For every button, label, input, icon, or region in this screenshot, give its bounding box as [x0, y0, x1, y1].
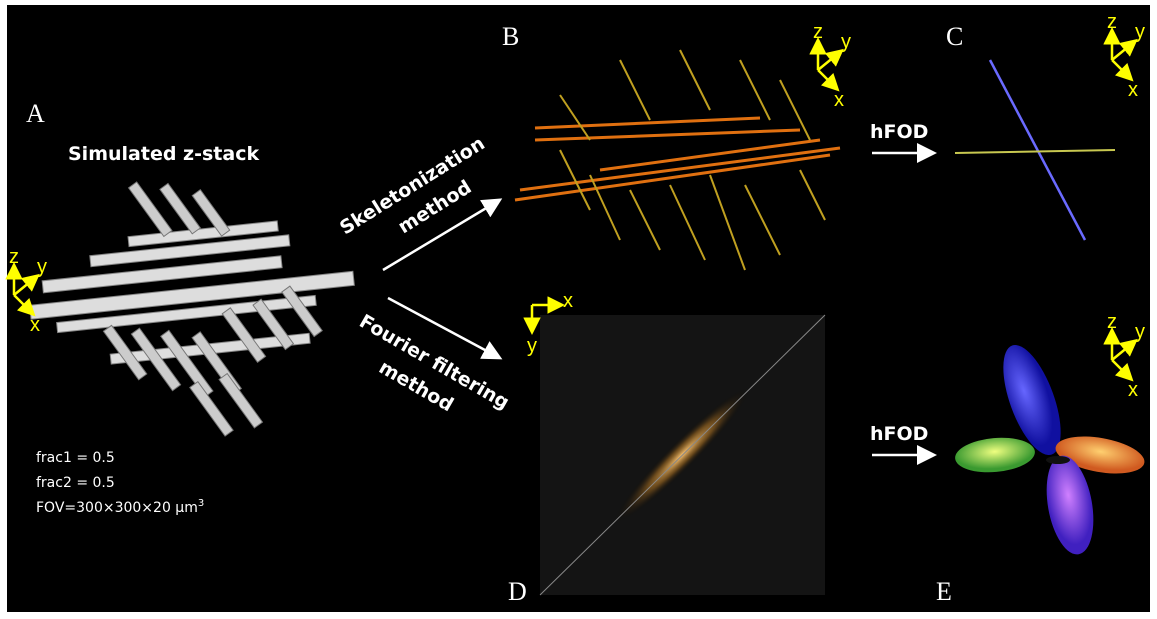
panel-label: C — [946, 22, 963, 51]
axis-label: z — [1107, 11, 1117, 33]
param: frac1 = 0.5 — [36, 450, 115, 466]
panel-label: B — [502, 22, 519, 51]
axis-label: y — [1135, 321, 1145, 343]
fov-sup: 3 — [198, 498, 204, 509]
panel-label: A — [26, 99, 45, 128]
hfod-label: hFOD — [870, 121, 928, 143]
axis-label: y — [37, 256, 47, 278]
figure: A B C D E Simulated z-stack frac1 = 0.5 … — [0, 0, 1157, 619]
axis-label: x — [1128, 79, 1138, 101]
panel-label: D — [508, 577, 527, 606]
axis-label: x — [834, 89, 844, 111]
axis-label: z — [9, 246, 19, 268]
panel-label: E — [936, 577, 952, 606]
axis-label: z — [813, 21, 823, 43]
fourier-render — [540, 315, 825, 595]
axis-label: y — [1135, 21, 1145, 43]
hfod-label: hFOD — [870, 423, 928, 445]
param: frac2 = 0.5 — [36, 475, 115, 491]
axis-label: x — [1128, 379, 1138, 401]
axis-label: y — [841, 31, 851, 53]
stack-title: Simulated z-stack — [68, 143, 259, 165]
axis-label: z — [1107, 311, 1117, 333]
axis-label: y — [527, 335, 537, 357]
fov-text: FOV=300×300×20 µm — [36, 500, 198, 516]
axis-label: x — [563, 290, 573, 312]
fov: FOV=300×300×20 µm3 — [36, 498, 204, 516]
axis-label: x — [30, 314, 40, 336]
